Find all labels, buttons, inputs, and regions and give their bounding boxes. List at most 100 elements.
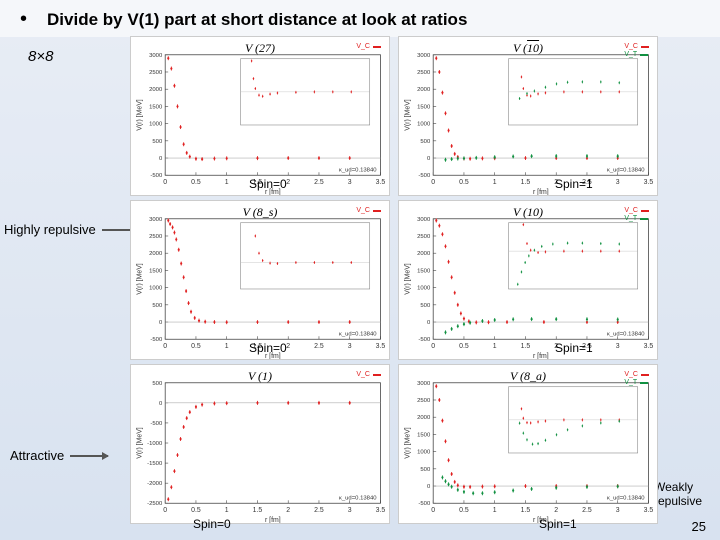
chart-title: V (1) xyxy=(248,369,272,384)
svg-text:0: 0 xyxy=(427,484,431,490)
slide-header: • Divide by V(1) part at short distance … xyxy=(0,0,720,37)
chart-legend: V_C xyxy=(356,371,381,379)
svg-text:V(r) [MeV]: V(r) [MeV] xyxy=(137,263,144,295)
svg-text:-1500: -1500 xyxy=(147,461,163,467)
svg-text:3000: 3000 xyxy=(417,381,431,387)
svg-text:3000: 3000 xyxy=(149,217,163,223)
svg-text:500: 500 xyxy=(152,381,163,387)
matrix-size-label: 8×8 xyxy=(28,48,53,65)
svg-text:2000: 2000 xyxy=(417,251,431,257)
svg-text:2.5: 2.5 xyxy=(582,507,592,514)
svg-text:r [fm]: r [fm] xyxy=(265,189,281,195)
annotation-attractive: Attractive xyxy=(10,448,108,463)
svg-text:κ_ud=0.13840: κ_ud=0.13840 xyxy=(607,495,645,501)
svg-text:-500: -500 xyxy=(150,337,163,343)
chart-title: V (10) xyxy=(513,41,543,56)
svg-text:V(r) [MeV]: V(r) [MeV] xyxy=(137,99,144,131)
svg-text:0: 0 xyxy=(159,320,163,326)
chart-grid: -50005001000150020002500300000.511.522.5… xyxy=(130,36,658,524)
svg-text:2500: 2500 xyxy=(149,234,163,240)
svg-text:1500: 1500 xyxy=(149,268,163,274)
svg-text:V(r) [MeV]: V(r) [MeV] xyxy=(405,427,412,459)
chart-title: V (27) xyxy=(245,41,275,56)
svg-text:0: 0 xyxy=(163,343,167,350)
svg-text:r [fm]: r [fm] xyxy=(265,353,281,359)
annotation-text: Highly repulsive xyxy=(4,222,96,237)
svg-text:2: 2 xyxy=(286,343,290,350)
svg-text:500: 500 xyxy=(420,467,431,473)
svg-text:2: 2 xyxy=(286,507,290,514)
svg-text:3.5: 3.5 xyxy=(376,179,386,186)
chart-legend: V_CV_T xyxy=(624,207,649,223)
svg-text:3.5: 3.5 xyxy=(376,507,386,514)
chart-title: V (10) xyxy=(513,205,543,220)
svg-text:0: 0 xyxy=(159,401,163,407)
svg-text:-2000: -2000 xyxy=(147,481,163,487)
svg-text:500: 500 xyxy=(152,139,163,145)
panel-v27: -50005001000150020002500300000.511.522.5… xyxy=(130,36,390,196)
svg-text:3000: 3000 xyxy=(417,53,431,59)
chart-title: V (8_a) xyxy=(510,369,546,384)
svg-text:1.5: 1.5 xyxy=(521,343,531,350)
svg-text:κ_ud=0.13840: κ_ud=0.13840 xyxy=(339,495,377,501)
svg-text:0.5: 0.5 xyxy=(191,179,201,186)
svg-text:1000: 1000 xyxy=(417,450,431,456)
svg-text:2000: 2000 xyxy=(417,87,431,93)
svg-text:500: 500 xyxy=(152,303,163,309)
svg-text:1.5: 1.5 xyxy=(521,179,531,186)
svg-text:2.5: 2.5 xyxy=(582,179,592,186)
svg-text:κ_ud=0.13840: κ_ud=0.13840 xyxy=(607,167,645,173)
svg-text:2500: 2500 xyxy=(149,70,163,76)
panel-v8a: -50005001000150020002500300000.511.522.5… xyxy=(398,364,658,524)
svg-text:-500: -500 xyxy=(150,173,163,179)
svg-text:1500: 1500 xyxy=(417,432,431,438)
chart-legend: V_C xyxy=(356,207,381,215)
svg-text:2: 2 xyxy=(554,343,558,350)
svg-text:1: 1 xyxy=(493,507,497,514)
svg-text:2500: 2500 xyxy=(417,398,431,404)
svg-text:2.5: 2.5 xyxy=(314,507,324,514)
svg-text:3.5: 3.5 xyxy=(376,343,386,350)
svg-text:1000: 1000 xyxy=(149,286,163,292)
svg-text:3000: 3000 xyxy=(149,53,163,59)
svg-text:1: 1 xyxy=(225,343,229,350)
chart-legend: V_CV_T xyxy=(624,371,649,387)
header-bullet: • xyxy=(20,8,27,31)
svg-text:1: 1 xyxy=(225,179,229,186)
svg-text:V(r) [MeV]: V(r) [MeV] xyxy=(137,427,144,459)
svg-text:-500: -500 xyxy=(418,501,431,507)
svg-text:2.5: 2.5 xyxy=(582,343,592,350)
svg-text:0.5: 0.5 xyxy=(459,343,469,350)
svg-text:V(r) [MeV]: V(r) [MeV] xyxy=(405,99,412,131)
svg-text:3000: 3000 xyxy=(417,217,431,223)
svg-text:0: 0 xyxy=(163,507,167,514)
svg-text:1500: 1500 xyxy=(149,104,163,110)
svg-text:r [fm]: r [fm] xyxy=(265,517,281,523)
svg-text:0: 0 xyxy=(431,343,435,350)
svg-text:r [fm]: r [fm] xyxy=(533,189,549,195)
svg-text:1.5: 1.5 xyxy=(253,507,263,514)
svg-text:0: 0 xyxy=(431,507,435,514)
svg-text:0: 0 xyxy=(159,156,163,162)
svg-text:3: 3 xyxy=(616,343,620,350)
svg-text:κ_ud=0.13840: κ_ud=0.13840 xyxy=(607,331,645,337)
svg-text:2.5: 2.5 xyxy=(314,179,324,186)
chart-legend: V_CV_T xyxy=(624,43,649,59)
svg-text:1000: 1000 xyxy=(417,122,431,128)
svg-text:2000: 2000 xyxy=(417,415,431,421)
svg-text:-500: -500 xyxy=(150,421,163,427)
svg-text:3.5: 3.5 xyxy=(644,507,654,514)
svg-text:-2500: -2500 xyxy=(147,501,163,507)
annotation-highly-repulsive: Highly repulsive xyxy=(4,222,140,237)
svg-text:1.5: 1.5 xyxy=(253,179,263,186)
panel-v1: -2500-2000-1500-1000-500050000.511.522.5… xyxy=(130,364,390,524)
svg-text:3.5: 3.5 xyxy=(644,343,654,350)
svg-text:0: 0 xyxy=(427,156,431,162)
svg-text:1500: 1500 xyxy=(417,268,431,274)
svg-text:2: 2 xyxy=(554,507,558,514)
chart-title: V (8_s) xyxy=(243,205,278,220)
arrow-icon xyxy=(70,455,108,457)
annotation-text: Attractive xyxy=(10,448,64,463)
svg-text:0.5: 0.5 xyxy=(459,179,469,186)
svg-text:-500: -500 xyxy=(418,337,431,343)
